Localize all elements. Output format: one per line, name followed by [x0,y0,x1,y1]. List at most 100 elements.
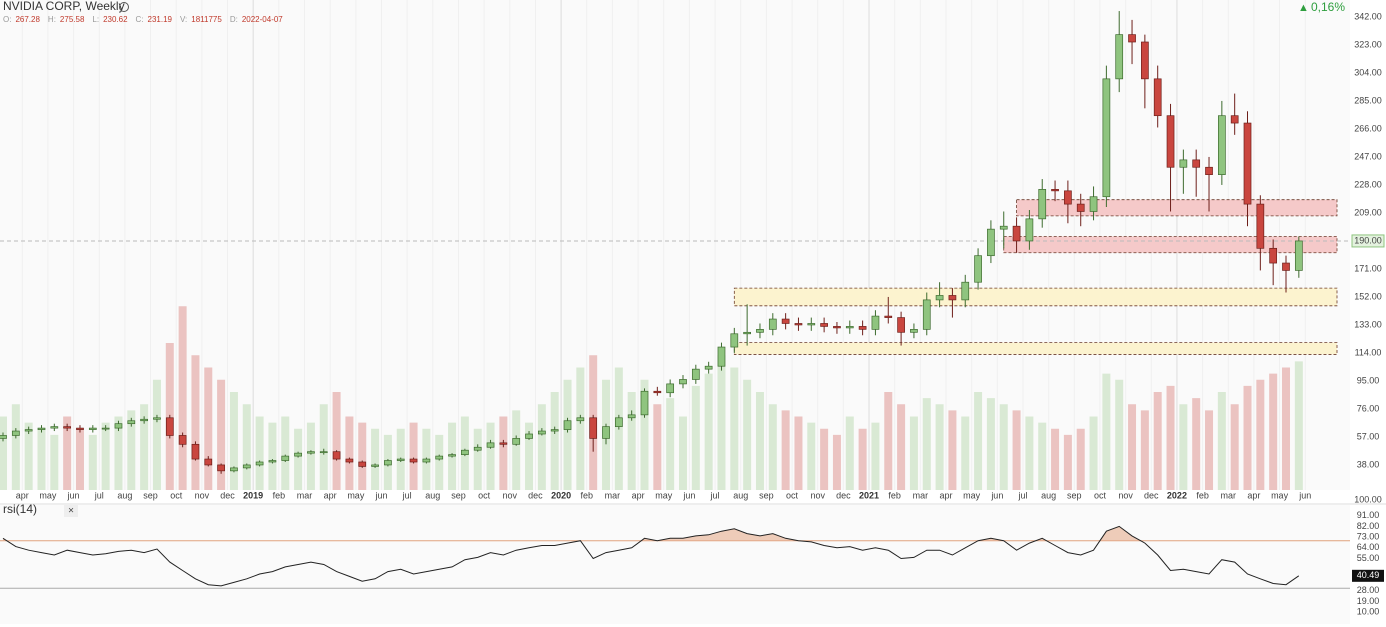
x-tick-label: aug [425,490,440,500]
volume-bar [11,404,20,490]
candle-body [473,446,482,451]
x-tick-label: apr [939,490,952,500]
candle-body [743,331,751,335]
volume-bar [1089,416,1098,490]
volume-bar [897,404,906,490]
info-value: 275.58 [60,15,85,24]
volume-bar [1179,404,1188,490]
volume-bar [178,306,187,490]
y-tick-label: 171.00 [1354,263,1382,273]
x-tick-label: may [347,490,365,500]
candle-body [538,430,546,435]
volume-bar [717,355,726,490]
candle-body [294,452,302,457]
close-button[interactable] [64,504,78,517]
candle-body [448,454,456,457]
candle-body [127,420,136,425]
volume-bar [306,422,315,490]
volume-bar [1012,410,1021,490]
candle-body [486,442,495,448]
candle-body [1269,247,1278,264]
volume-bar [24,422,33,490]
candle-body [1217,115,1226,175]
volume-bar [1205,410,1214,490]
volume-bar [1115,379,1124,490]
volume-bar [1217,392,1226,490]
info-value: 2022-04-07 [242,15,283,24]
volume-bar [537,404,546,490]
volume-bar [229,392,238,490]
candle-body [217,464,225,472]
candle-body [550,429,559,432]
x-tick-label: 2022 [1167,490,1187,500]
candle-body [563,420,572,430]
y-tick-label: 133.00 [1354,319,1382,329]
x-tick-label: apr [1247,490,1260,500]
volume-bar [1230,404,1239,490]
y-tick-label: 209.00 [1354,207,1382,217]
volume-bar [627,392,636,490]
volume-bar [1243,385,1252,490]
rsi-tick-label: 73.00 [1357,532,1380,542]
close-icon[interactable]: × [68,506,74,517]
candle-body [974,255,982,283]
change: 0,16% [1311,0,1345,14]
volume-bar [794,416,803,490]
volume-bar [486,422,495,490]
candle-body [11,430,20,436]
candle-body [858,326,867,330]
volume-bar [50,434,59,490]
x-tick-label: mar [913,490,929,500]
volume-bar [909,416,918,490]
candle-body [691,368,700,380]
y-tick-label: 266.00 [1354,123,1382,133]
candle-body [1256,203,1265,249]
x-tick-label: may [39,490,57,500]
volume-bar [820,428,829,490]
x-tick-label: 2019 [243,490,263,500]
info-label: V: [180,15,187,24]
volume-bar [1282,367,1290,490]
volume-bar [858,428,867,490]
x-tick-label: jun [374,490,387,500]
zone [733,342,1338,355]
y-tick-label: 304.00 [1354,67,1382,77]
x-tick-label: 2021 [859,490,879,500]
info-label: L: [92,15,99,24]
volume-bar [358,422,367,490]
volume-bar [730,367,739,490]
candle-body [499,442,508,445]
volume-bar [332,392,341,490]
x-tick-label: nov [195,490,210,500]
volume-bar [114,416,123,490]
candle-body [1205,166,1213,175]
candle-body [756,329,764,333]
candle-body [204,458,213,466]
volume-bar [948,410,957,490]
x-tick-label: feb [273,490,286,500]
x-tick-label: mar [1221,490,1237,500]
volume-bar [704,373,713,490]
x-tick-label: may [655,490,673,500]
candle-body [1166,115,1175,168]
rsi-tick-label: 19.00 [1357,596,1380,606]
volume-bar [935,404,944,490]
info-label: H: [48,15,56,24]
candle-body [961,281,970,301]
volume-bar [999,404,1008,490]
candle-body [820,323,828,327]
volume-bar [563,379,572,490]
volume-bar [1269,373,1278,490]
change-arrow: ▲ [1298,2,1309,14]
volume-bar [1153,392,1162,490]
last-price-tag [1351,234,1385,248]
candle-body [1025,218,1034,242]
chart-title: NVIDIA CORP, Weekly [3,0,125,13]
candle-body [101,427,110,430]
volume-bar [922,398,931,490]
volume-bar [152,379,161,490]
info-value: 230.62 [103,15,128,24]
candle-body [935,295,944,301]
volume-bar [88,434,97,490]
info-value: 1811775 [191,15,222,24]
